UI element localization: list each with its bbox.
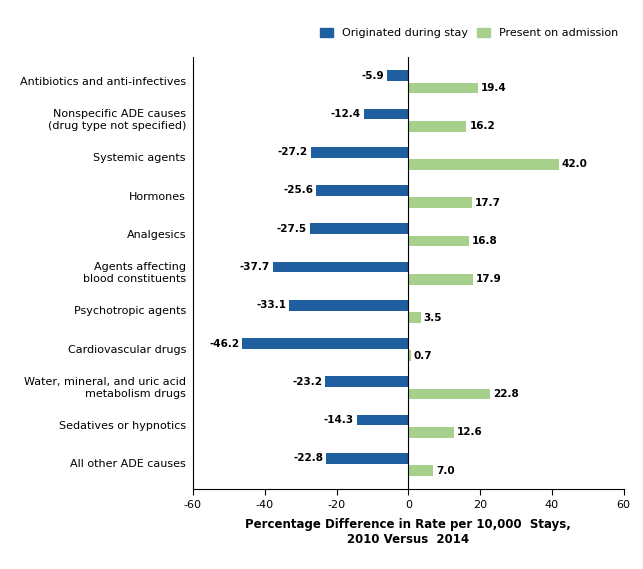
- Text: -12.4: -12.4: [331, 109, 361, 119]
- Text: 22.8: 22.8: [493, 389, 519, 399]
- Text: 16.2: 16.2: [469, 121, 495, 131]
- Bar: [408, 465, 433, 476]
- Text: -22.8: -22.8: [294, 453, 323, 463]
- Text: 42.0: 42.0: [562, 159, 588, 170]
- Bar: [242, 338, 408, 349]
- Bar: [311, 147, 408, 158]
- Text: 0.7: 0.7: [413, 351, 432, 361]
- Bar: [273, 262, 408, 273]
- Text: -23.2: -23.2: [292, 377, 322, 387]
- Bar: [357, 415, 408, 426]
- Text: 16.8: 16.8: [471, 236, 497, 246]
- Bar: [408, 159, 559, 170]
- Bar: [408, 236, 469, 246]
- Bar: [325, 377, 408, 387]
- X-axis label: Percentage Difference in Rate per 10,000  Stays,
2010 Versus  2014: Percentage Difference in Rate per 10,000…: [246, 518, 571, 546]
- Bar: [309, 224, 408, 234]
- Bar: [387, 71, 408, 81]
- Text: -25.6: -25.6: [284, 185, 314, 196]
- Bar: [408, 389, 490, 399]
- Text: -27.5: -27.5: [276, 224, 307, 234]
- Text: 3.5: 3.5: [424, 312, 442, 323]
- Text: -14.3: -14.3: [324, 415, 354, 425]
- Text: -37.7: -37.7: [240, 262, 270, 272]
- Bar: [408, 197, 472, 208]
- Bar: [408, 121, 466, 131]
- Bar: [289, 300, 408, 311]
- Bar: [408, 351, 411, 361]
- Bar: [408, 427, 453, 438]
- Text: -27.2: -27.2: [278, 147, 308, 157]
- Text: -5.9: -5.9: [361, 71, 385, 81]
- Bar: [408, 83, 478, 93]
- Text: -46.2: -46.2: [210, 339, 240, 349]
- Text: 17.9: 17.9: [475, 274, 501, 284]
- Text: 7.0: 7.0: [437, 465, 455, 476]
- Bar: [408, 312, 421, 323]
- Bar: [316, 185, 408, 196]
- Bar: [364, 109, 408, 119]
- Legend: Originated during stay, Present on admission: Originated during stay, Present on admis…: [320, 28, 618, 38]
- Text: 19.4: 19.4: [481, 83, 507, 93]
- Text: -33.1: -33.1: [257, 300, 287, 310]
- Text: 17.7: 17.7: [475, 197, 501, 208]
- Text: 12.6: 12.6: [457, 427, 482, 438]
- Bar: [327, 453, 408, 464]
- Bar: [408, 274, 473, 284]
